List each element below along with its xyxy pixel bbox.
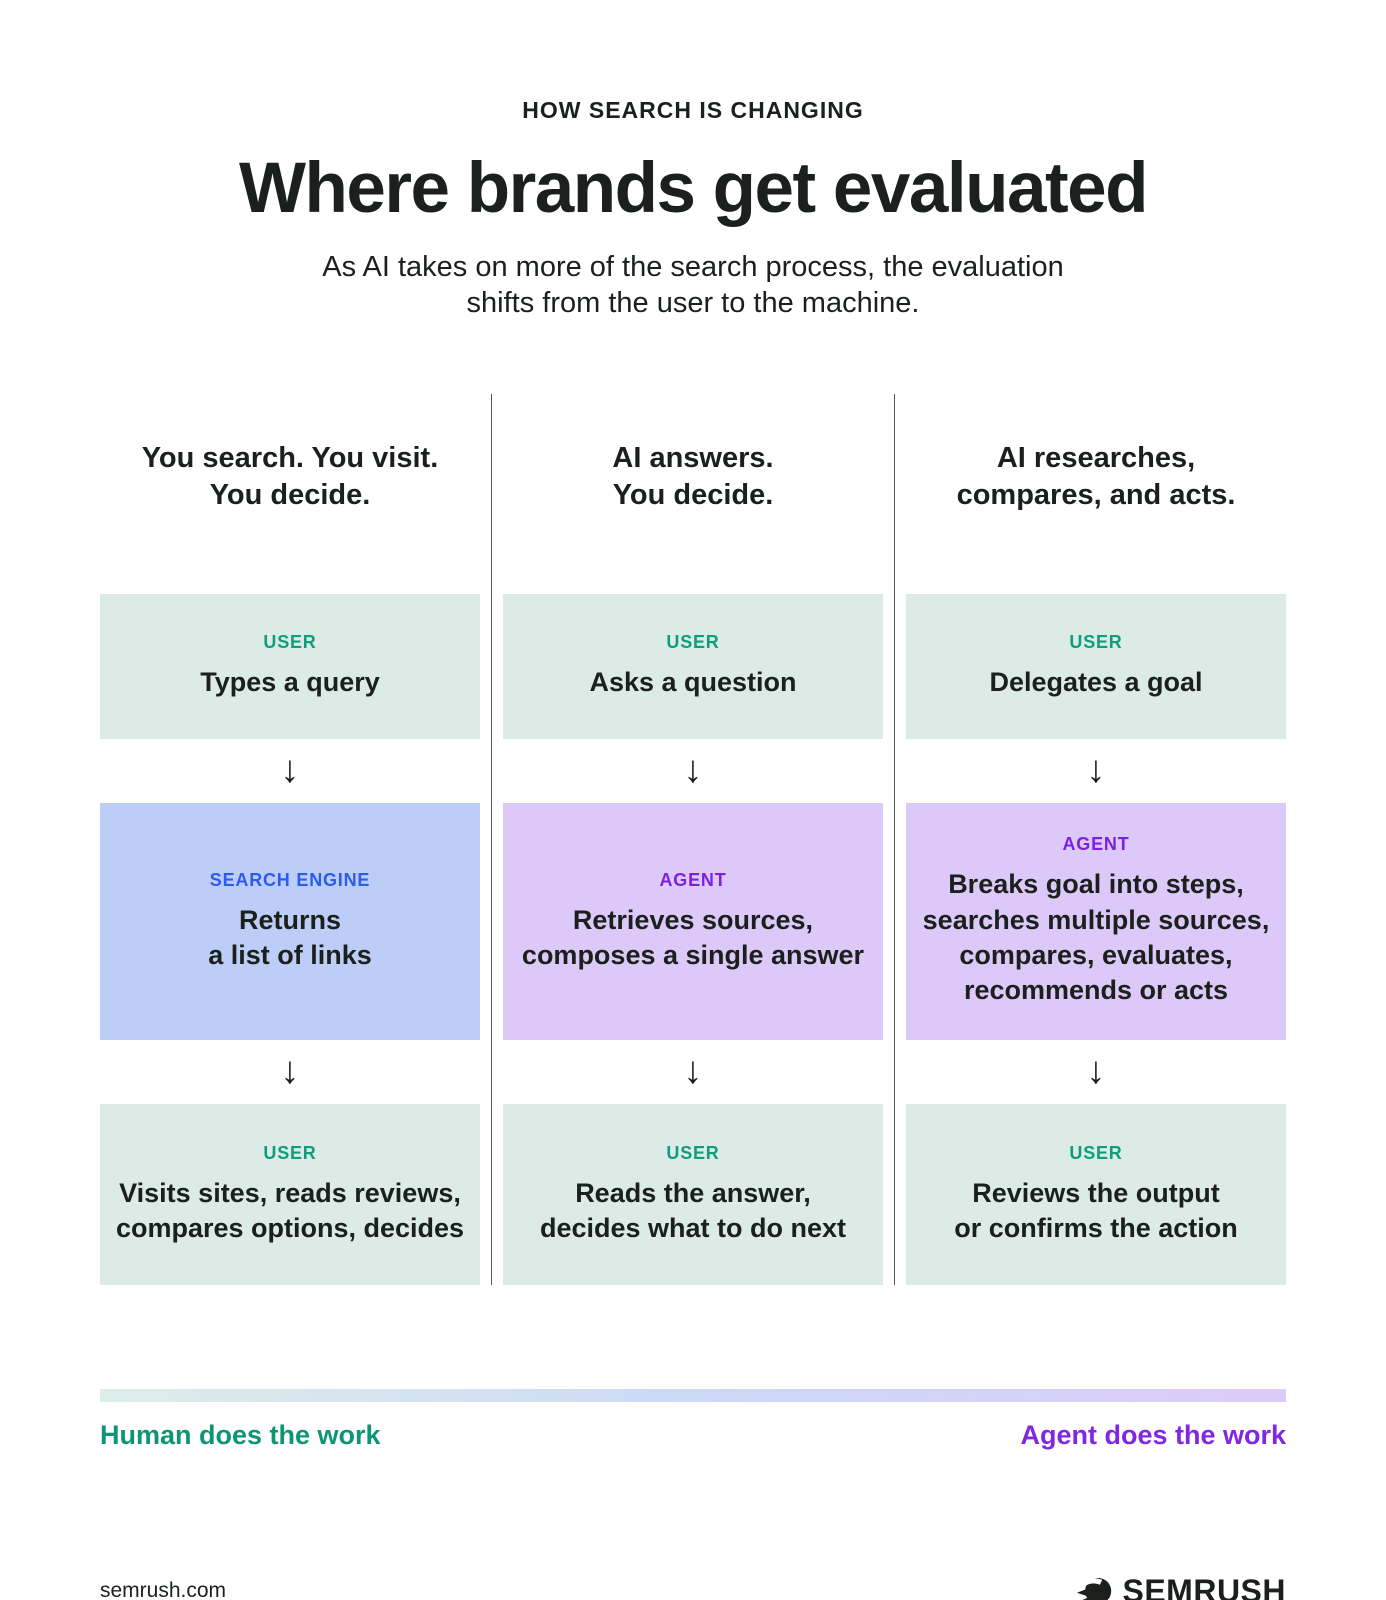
actor-label: USER (263, 1142, 317, 1163)
footer: semrush.com SEMRUSH (100, 1573, 1286, 1600)
header-eyebrow: HOW SEARCH IS CHANGING (522, 97, 864, 123)
legend-label-human: Human does the work (100, 1419, 381, 1450)
actor-label: USER (666, 1142, 720, 1163)
step-text: Reviews the output or confirms the actio… (954, 1177, 1238, 1243)
flow-column-ai-answers: AI answers. You decide. USER Asks a ques… (503, 394, 883, 1285)
down-arrow-icon: ↓ (683, 1050, 703, 1093)
page-title: Where brands get evaluated (239, 149, 1148, 228)
actor-label: USER (1069, 1142, 1123, 1163)
gradient-legend: Human does the work Agent does the work (100, 1420, 1286, 1451)
column-heading: You search. You visit. You decide. (141, 441, 439, 512)
column-heading: AI researches, compares, and acts. (956, 441, 1236, 512)
actor-label: USER (263, 632, 317, 653)
page-subtitle: As AI takes on more of the search proces… (322, 251, 1064, 320)
step-box-agent: AGENT Retrieves sources, composes a sing… (503, 802, 883, 1040)
step-box-user: USER Types a query (100, 593, 480, 739)
step-box-search-engine: SEARCH ENGINE Returns a list of links (100, 802, 480, 1040)
down-arrow-icon: ↓ (1086, 749, 1106, 792)
semrush-wordmark: SEMRUSH (1122, 1572, 1286, 1600)
down-arrow-icon: ↓ (280, 749, 300, 792)
step-box-user: USER Reads the answer, decides what to d… (503, 1103, 883, 1285)
step-box-user: USER Reviews the output or confirms the … (906, 1103, 1286, 1285)
column-divider (491, 393, 492, 1285)
step-text: Reads the answer, decides what to do nex… (539, 1177, 847, 1243)
human-to-agent-gradient-bar (100, 1388, 1286, 1402)
flow-column-traditional-search: You search. You visit. You decide. USER … (100, 394, 480, 1285)
step-text: Types a query (200, 667, 380, 698)
down-arrow-icon: ↓ (1086, 1050, 1106, 1093)
step-text: Visits sites, reads reviews, compares op… (115, 1177, 465, 1243)
step-box-agent: AGENT Breaks goal into steps, searches m… (906, 802, 1286, 1040)
column-divider (894, 393, 895, 1285)
step-text: Asks a question (589, 667, 797, 698)
step-text: Returns a list of links (208, 904, 372, 970)
actor-label: USER (666, 632, 720, 653)
legend-label-agent: Agent does the work (1020, 1419, 1286, 1450)
step-box-user: USER Visits sites, reads reviews, compar… (100, 1103, 480, 1285)
actor-label: AGENT (659, 869, 727, 890)
step-box-user: USER Delegates a goal (906, 593, 1286, 739)
actor-label: USER (1069, 632, 1123, 653)
column-heading: AI answers. You decide. (612, 441, 774, 512)
down-arrow-icon: ↓ (683, 749, 703, 792)
actor-label: SEARCH ENGINE (209, 869, 371, 890)
step-text: Breaks goal into steps, searches multipl… (922, 869, 1270, 1005)
semrush-logo: SEMRUSH (1077, 1573, 1286, 1600)
step-box-user: USER Asks a question (503, 593, 883, 739)
step-text: Retrieves sources, composes a single ans… (521, 904, 865, 970)
flow-columns: You search. You visit. You decide. USER … (100, 394, 1286, 1285)
semrush-flame-icon (1077, 1573, 1113, 1600)
footer-site-url: semrush.com (100, 1579, 227, 1600)
flow-diagram: You search. You visit. You decide. USER … (100, 393, 1286, 1285)
step-text: Delegates a goal (989, 667, 1203, 698)
actor-label: AGENT (1062, 834, 1130, 855)
flow-column-agentic-ai: AI researches, compares, and acts. USER … (906, 394, 1286, 1285)
down-arrow-icon: ↓ (280, 1050, 300, 1093)
